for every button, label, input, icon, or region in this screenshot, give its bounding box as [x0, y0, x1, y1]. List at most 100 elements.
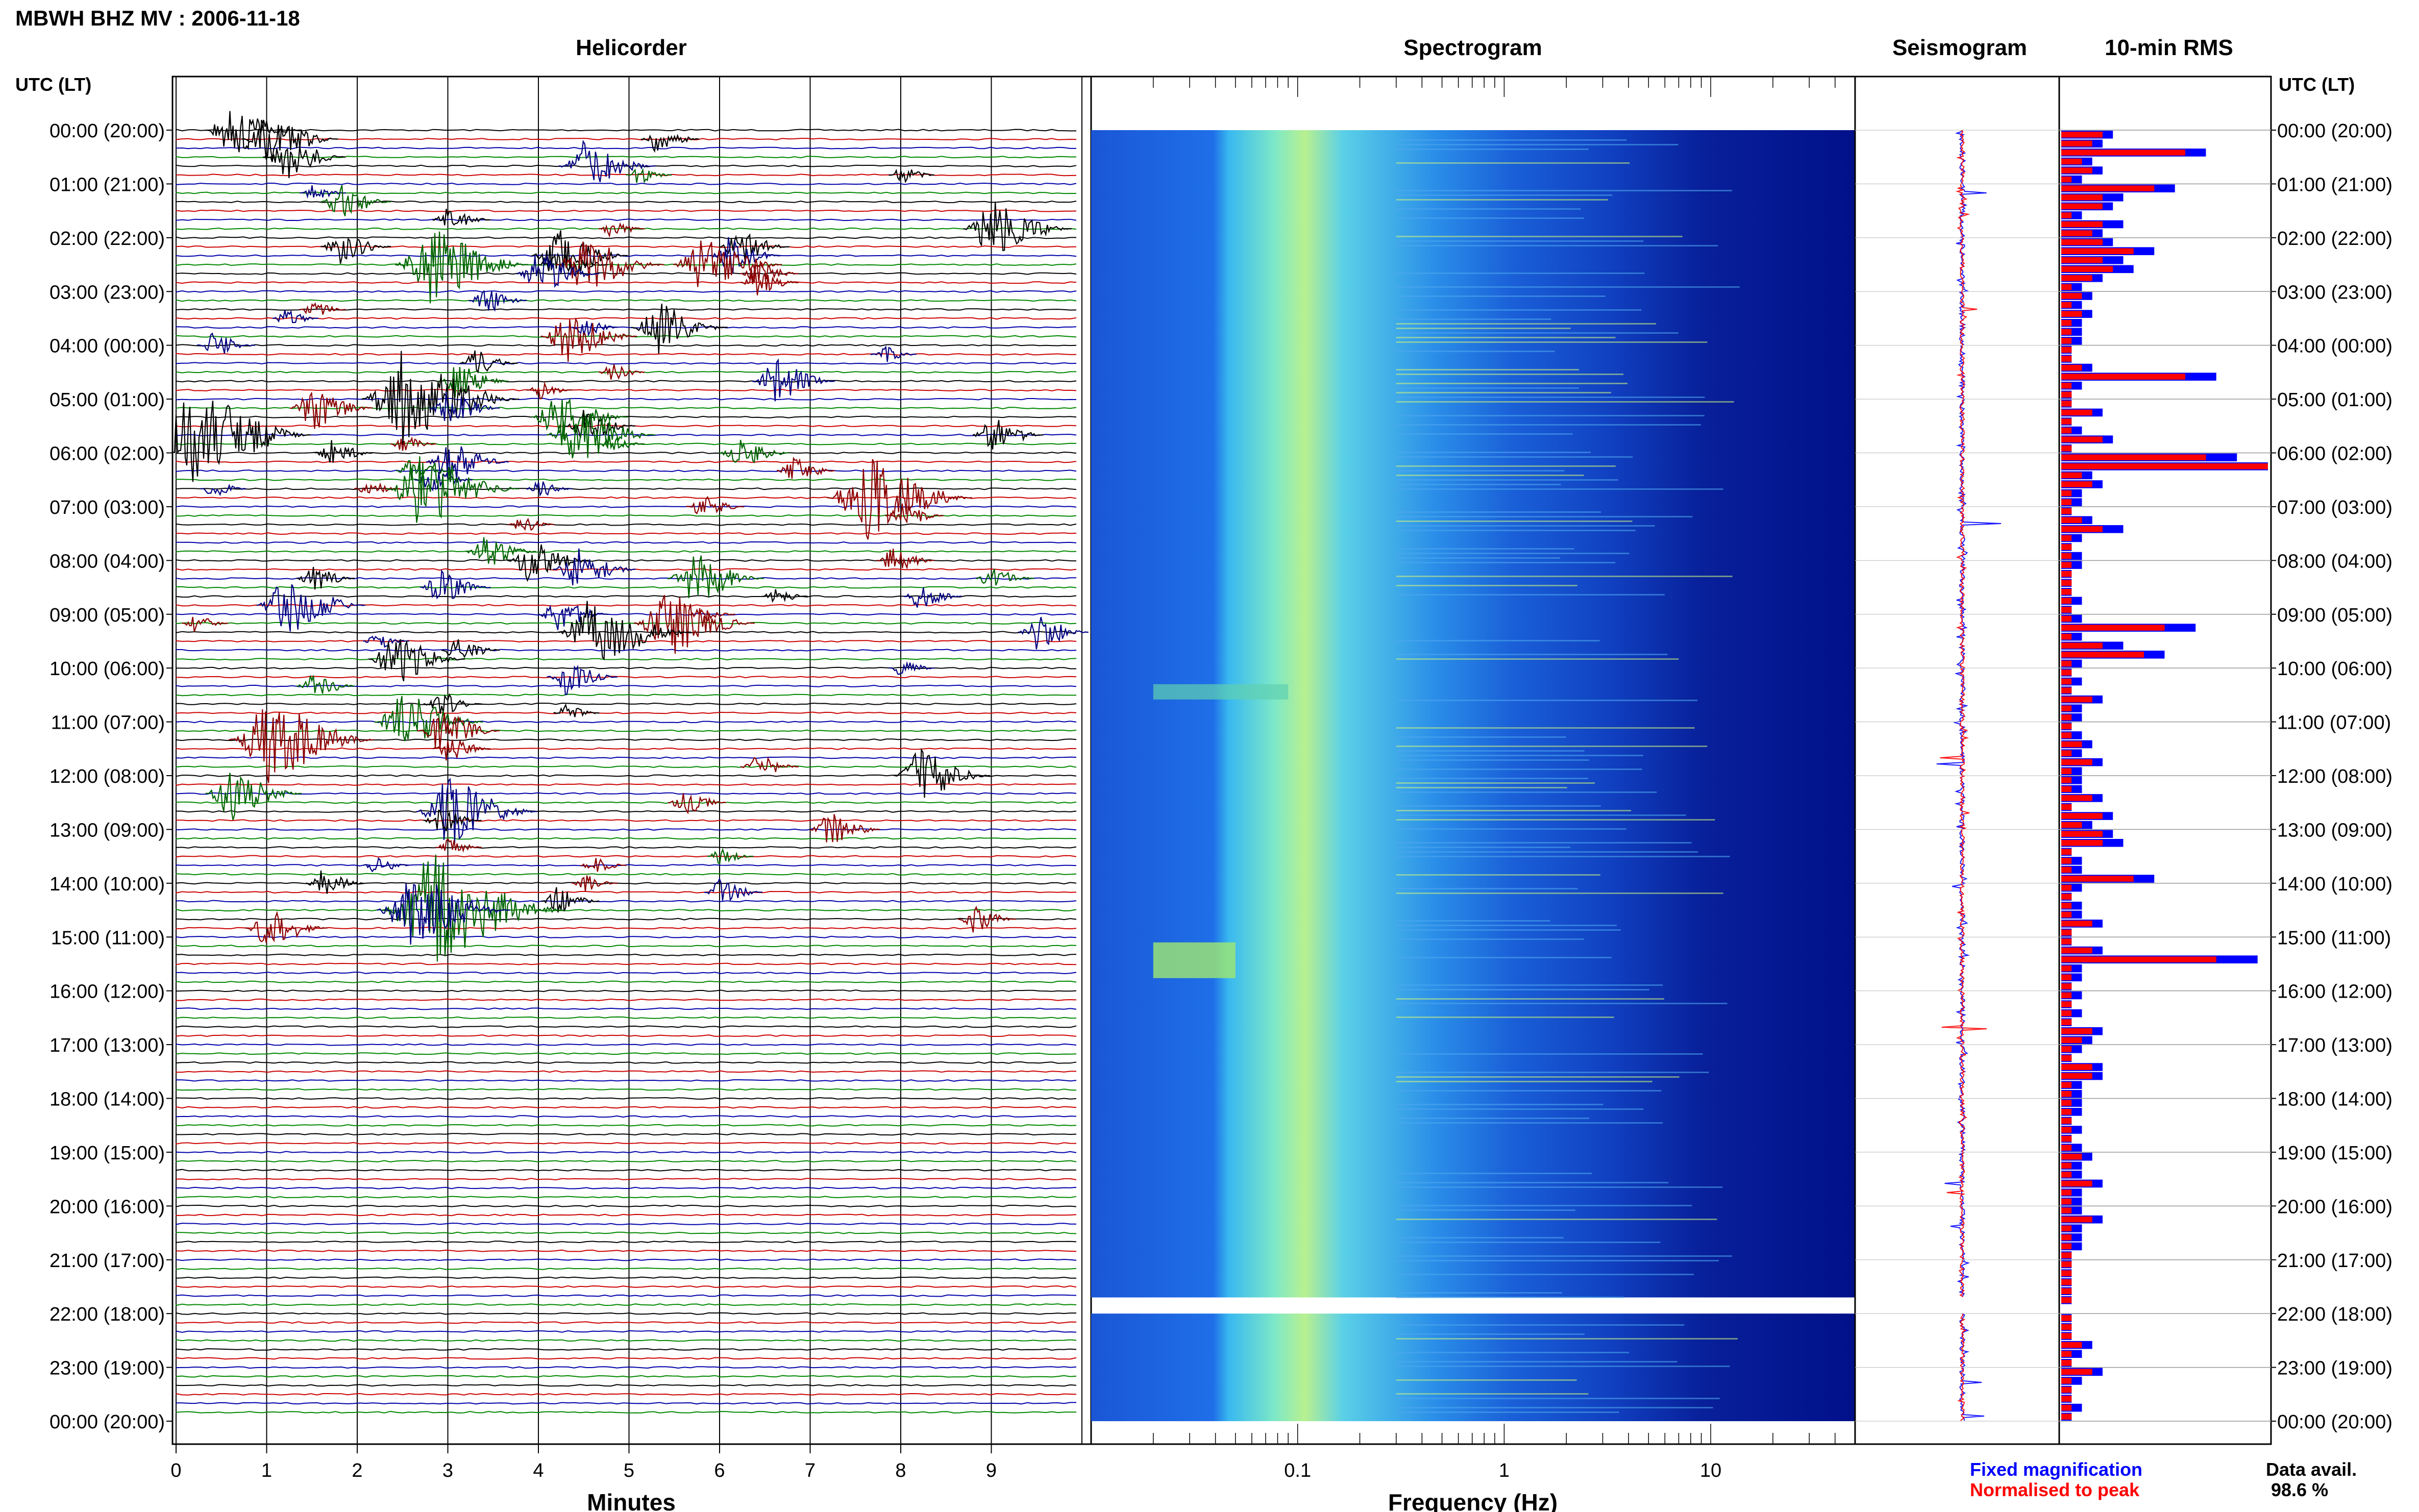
rms-bar-normalised	[2061, 831, 2103, 837]
seismic-event	[432, 209, 491, 226]
rms-bar-normalised	[2061, 1207, 2072, 1213]
rms-bar-normalised	[2061, 436, 2103, 442]
helicorder-trace-row	[176, 344, 1077, 347]
rms-bar-normalised	[2061, 1019, 2072, 1025]
helicorder-trace-row	[176, 1007, 1077, 1010]
seismic-event	[416, 713, 500, 750]
rms-bar-normalised	[2061, 1315, 2072, 1321]
helicorder-trace-row	[176, 1330, 1077, 1333]
rms-bar-normalised	[2061, 876, 2134, 882]
seismic-event	[673, 240, 782, 287]
time-tick-label-right: 09:00 (05:00)	[2277, 605, 2392, 626]
rms-bar-normalised	[2061, 1172, 2072, 1178]
rms-bar-normalised	[2061, 1189, 2072, 1196]
seismic-event	[420, 569, 491, 600]
helicorder-trace-row	[176, 1222, 1077, 1226]
legend-fixed-magnification: Fixed magnification	[1970, 1459, 2142, 1480]
helicorder-trace-row	[176, 1285, 1077, 1288]
helicorder-trace-row	[176, 523, 1077, 526]
helicorder-trace-row	[176, 1061, 1077, 1064]
rms-bar-normalised	[2061, 705, 2072, 712]
seismogram-title: Seismogram	[1892, 35, 2027, 60]
rms-bar-normalised	[2061, 132, 2103, 138]
rms-bar-normalised	[2061, 445, 2072, 452]
rms-bar-normalised	[2061, 185, 2155, 191]
seismic-event	[172, 400, 311, 482]
seismic-event	[540, 317, 637, 362]
time-tick-label-left: 21:00 (17:00)	[50, 1250, 165, 1272]
time-tick-label-left: 16:00 (12:00)	[50, 981, 165, 1003]
time-tick-label-left: 12:00 (08:00)	[50, 766, 165, 787]
helicorder-trace-row	[176, 1016, 1077, 1019]
time-tick-label-left: 23:00 (19:00)	[50, 1358, 165, 1379]
rms-bar-normalised	[2061, 1261, 2072, 1268]
seismic-event	[809, 814, 880, 842]
rms-bar-normalised	[2061, 1324, 2072, 1330]
helicorder-trace-row	[176, 837, 1077, 840]
helicorder-trace-row	[176, 1312, 1076, 1315]
seismic-event	[704, 877, 762, 902]
seismic-event	[776, 456, 835, 479]
spectrogram-panel	[1090, 76, 1856, 1445]
rms-bar-normalised	[2061, 158, 2082, 165]
helicorder-trace-row	[176, 460, 1077, 463]
rms-bar-normalised	[2061, 1225, 2072, 1232]
rms-bar-normalised	[2061, 1396, 2072, 1402]
helicorder-trace-row	[176, 1124, 1077, 1127]
minute-tick-label: 1	[261, 1460, 272, 1481]
time-tick-label-left: 19:00 (15:00)	[50, 1143, 165, 1164]
helicorder-trace-row	[176, 953, 1077, 956]
seismic-event	[386, 456, 520, 523]
spectrogram-heatmap	[1091, 130, 1855, 1298]
seismic-event	[256, 584, 365, 632]
rms-bar-normalised	[2061, 508, 2072, 514]
spectrogram-lowfreq-burst	[1153, 684, 1289, 700]
helicorder-trace-row	[176, 962, 1077, 965]
seismic-event	[507, 544, 590, 582]
seismic-event	[516, 256, 600, 288]
time-tick-label-left: 01:00 (21:00)	[50, 174, 165, 195]
seismic-event	[508, 517, 554, 531]
helicorder-trace-row	[176, 1196, 1077, 1199]
time-tick-label-right: 00:00 (20:00)	[2277, 120, 2392, 142]
helicorder-trace-row	[176, 998, 1077, 1001]
helicorder-trace-row	[176, 1169, 1077, 1172]
utc-lt-label-right: UTC (LT)	[2279, 74, 2355, 95]
rms-bar-normalised	[2061, 319, 2072, 326]
rms-bar-normalised	[2061, 1216, 2092, 1223]
rms-bar-normalised	[2061, 938, 2072, 945]
seismic-event	[686, 495, 745, 514]
rms-bar-normalised	[2061, 1342, 2082, 1348]
rms-bar-normalised	[2061, 983, 2072, 989]
seismic-event	[196, 332, 255, 354]
seismic-event	[740, 269, 799, 295]
rms-bar-normalised	[2061, 203, 2103, 210]
helicorder-title: Helicorder	[576, 35, 687, 60]
rms-bar-normalised	[2061, 884, 2072, 891]
helicorder-trace-row	[176, 989, 1077, 993]
helicorder-trace-row	[176, 658, 1077, 661]
helicorder-trace-row	[176, 702, 1077, 705]
rms-bar-normalised	[2061, 275, 2092, 281]
helicorder-trace-row	[176, 649, 1077, 652]
rms-bar-normalised	[2061, 1153, 2082, 1160]
seismogram-normalised-trace	[1940, 130, 1987, 1421]
rms-panel	[2058, 76, 2272, 1445]
seismic-event	[538, 604, 609, 630]
rms-bar-normalised	[2061, 589, 2072, 595]
rms-bar-normalised	[2061, 490, 2072, 497]
helicorder-trace-row	[176, 308, 1077, 311]
helicorder-trace-row	[176, 1410, 1077, 1414]
frequency-tick-label: 10	[1700, 1460, 1721, 1481]
rms-bar-normalised	[2061, 266, 2113, 272]
rms-bar-normalised	[2061, 1135, 2072, 1142]
time-tick-label-left: 04:00 (00:00)	[50, 336, 165, 357]
rms-bar-normalised	[2061, 615, 2072, 622]
seismic-event	[667, 555, 764, 599]
rms-bar-normalised	[2061, 571, 2072, 577]
rms-bar-normalised	[2061, 1064, 2092, 1070]
spectrogram-xlabel: Frequency (Hz)	[1388, 1489, 1558, 1512]
helicorder-trace-row	[176, 1151, 1077, 1154]
time-tick-label-right: 15:00 (11:00)	[2277, 927, 2391, 949]
seismic-event	[972, 419, 1044, 450]
